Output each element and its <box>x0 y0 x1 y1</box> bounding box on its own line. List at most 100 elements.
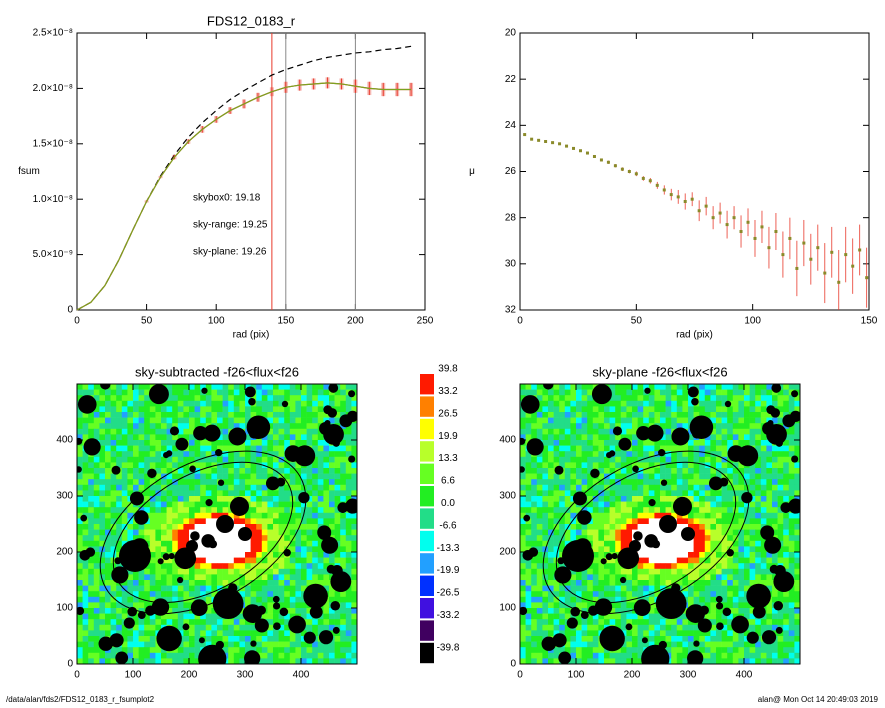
pixel <box>604 484 610 491</box>
pixel <box>278 428 285 435</box>
pixel <box>93 641 100 648</box>
pixel <box>732 428 739 435</box>
mask <box>348 455 356 463</box>
footer-stamp: alan@ Mon Oct 14 20:49:03 2019 <box>758 695 879 704</box>
pixel <box>570 456 577 463</box>
pixel <box>116 507 123 514</box>
pixel <box>643 440 650 446</box>
pixel <box>172 440 179 446</box>
pixel <box>604 440 610 446</box>
pixel <box>289 552 296 558</box>
pixel <box>149 484 156 491</box>
pixel <box>250 406 257 413</box>
pixel <box>121 456 128 463</box>
pixel <box>637 440 644 446</box>
pixel <box>301 535 307 542</box>
pixel <box>738 608 745 614</box>
pixel <box>682 423 689 430</box>
pixel <box>289 563 296 570</box>
pixel <box>755 417 762 424</box>
pixel <box>144 529 151 536</box>
pixel <box>228 496 235 502</box>
pixel <box>161 535 167 542</box>
pixel <box>301 417 307 424</box>
pixel <box>788 591 795 598</box>
pixel <box>77 658 83 664</box>
pixel <box>553 417 560 424</box>
pixel <box>727 540 734 547</box>
pixel <box>77 434 83 441</box>
pixel <box>732 529 739 536</box>
pixel <box>727 389 734 396</box>
pixel <box>284 557 291 564</box>
pixel <box>166 479 173 486</box>
pixel <box>626 501 633 508</box>
pixel <box>738 535 745 542</box>
pixel <box>542 585 549 592</box>
pixel <box>542 451 549 458</box>
pixel <box>688 468 694 474</box>
pixel <box>155 563 162 570</box>
pixel <box>228 423 235 430</box>
pixel <box>738 518 745 525</box>
pixel <box>144 462 151 469</box>
pixel <box>217 636 223 642</box>
pixel <box>194 395 201 402</box>
pixel <box>144 580 151 586</box>
pixel <box>744 557 750 564</box>
pixel <box>676 406 683 413</box>
pixel <box>738 434 745 441</box>
mask <box>330 571 352 593</box>
pixel <box>205 484 212 491</box>
pixel <box>777 473 784 480</box>
pixel <box>233 456 240 463</box>
pixel <box>222 641 229 648</box>
pixel <box>239 652 246 659</box>
pixel <box>710 512 717 519</box>
pixel <box>559 400 566 407</box>
pixel <box>166 619 173 626</box>
x-tick-label: 0 <box>74 316 80 327</box>
pixel <box>289 636 296 642</box>
pixel <box>211 624 218 631</box>
pixel <box>228 456 235 463</box>
pixel <box>77 568 83 575</box>
pixel <box>654 496 661 502</box>
pixel <box>615 563 622 570</box>
pixel <box>110 462 117 469</box>
pixel <box>676 563 683 570</box>
pixel <box>99 440 106 446</box>
pixel <box>284 428 291 435</box>
pixel <box>189 417 195 424</box>
pixel <box>88 428 95 435</box>
pixel <box>682 591 689 598</box>
pixel <box>233 473 240 480</box>
pixel <box>531 563 538 570</box>
pixel <box>570 524 577 530</box>
pixel <box>93 406 100 413</box>
pixel <box>161 574 167 581</box>
pixel <box>542 602 549 609</box>
pixel <box>200 580 207 586</box>
pixel <box>716 451 722 458</box>
mask <box>279 607 289 617</box>
pixel <box>676 395 683 402</box>
pixel <box>245 524 251 530</box>
pixel <box>755 473 762 480</box>
pixel <box>637 546 644 553</box>
y-tick-label: 2.5×10⁻⁸ <box>33 28 73 39</box>
pixel <box>127 507 134 514</box>
pixel <box>699 462 706 469</box>
pixel <box>626 389 633 396</box>
pixel <box>620 524 627 530</box>
pixel <box>598 456 605 463</box>
pixel <box>233 384 240 390</box>
pixel <box>693 479 700 486</box>
pixel <box>788 400 795 407</box>
pixel <box>604 580 610 586</box>
pixel <box>531 574 538 581</box>
pixel <box>194 613 201 620</box>
pixel <box>284 619 291 626</box>
pixel <box>217 568 223 575</box>
pixel <box>704 563 711 570</box>
